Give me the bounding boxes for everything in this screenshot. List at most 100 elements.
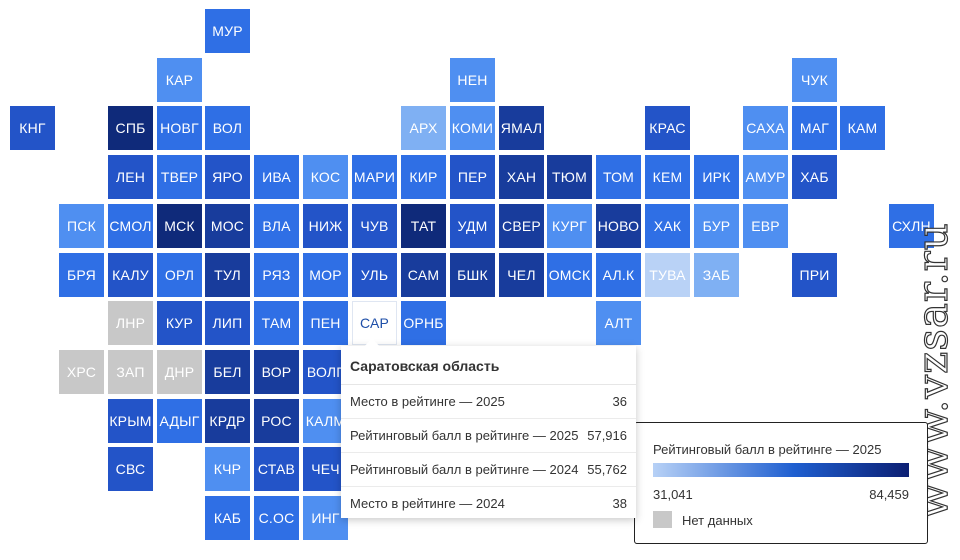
tooltip-row: Рейтинговый балл в рейтинге — 2024 55,76…: [341, 453, 636, 487]
region-tile[interactable]: БРЯ: [59, 253, 104, 297]
region-tile[interactable]: ХАБ: [792, 155, 837, 199]
region-tile[interactable]: СВС: [108, 447, 153, 491]
region-tile[interactable]: КУР: [157, 301, 202, 345]
region-tile[interactable]: БУР: [694, 204, 739, 248]
region-tile[interactable]: САР: [352, 301, 397, 345]
region-tile[interactable]: ТУВА: [645, 253, 690, 297]
region-tile[interactable]: СМОЛ: [108, 204, 153, 248]
tooltip-row-label: Рейтинговый балл в рейтинге — 2024: [350, 462, 579, 477]
tooltip-row-label: Рейтинговый балл в рейтинге — 2025: [350, 428, 579, 443]
region-tile[interactable]: ПЕР: [450, 155, 495, 199]
region-tile[interactable]: ТАТ: [401, 204, 446, 248]
region-tile[interactable]: СТАВ: [254, 447, 299, 491]
region-tile[interactable]: МАРИ: [352, 155, 397, 199]
region-tile[interactable]: ПЕН: [303, 301, 348, 345]
region-tile[interactable]: ИНГ: [303, 496, 348, 540]
region-tile[interactable]: УДМ: [450, 204, 495, 248]
region-tile[interactable]: БШК: [450, 253, 495, 297]
region-tile[interactable]: КИР: [401, 155, 446, 199]
region-tile[interactable]: КОС: [303, 155, 348, 199]
tooltip-pointer: [364, 338, 380, 347]
legend-max-value: 84,459: [869, 487, 909, 502]
region-tile[interactable]: АДЫГ: [157, 399, 202, 443]
region-tile[interactable]: КНГ: [10, 106, 55, 150]
region-tile[interactable]: АРХ: [401, 106, 446, 150]
region-tile[interactable]: ЛНР: [108, 301, 153, 345]
region-tile[interactable]: НОВО: [596, 204, 641, 248]
region-tile[interactable]: СХЛН: [889, 204, 934, 248]
tooltip-row-value: 55,762: [587, 462, 627, 477]
region-tile[interactable]: ВЛА: [254, 204, 299, 248]
region-tile[interactable]: ИВА: [254, 155, 299, 199]
region-tile[interactable]: РОС: [254, 399, 299, 443]
region-tile[interactable]: ТАМ: [254, 301, 299, 345]
region-tile[interactable]: КРАС: [645, 106, 690, 150]
region-tile[interactable]: ЧЕЧ: [303, 447, 348, 491]
region-tile[interactable]: ВОЛГ: [303, 350, 348, 394]
color-legend: Рейтинговый балл в рейтинге — 2025 31,04…: [634, 422, 928, 544]
region-tile[interactable]: ПРИ: [792, 253, 837, 297]
region-tile[interactable]: КАР: [157, 58, 202, 102]
tooltip-row-label: Место в рейтинге — 2024: [350, 496, 505, 511]
region-tile[interactable]: АЛТ: [596, 301, 641, 345]
region-tile[interactable]: ХАН: [499, 155, 544, 199]
region-tile[interactable]: ЧЕЛ: [499, 253, 544, 297]
region-tile[interactable]: МСК: [157, 204, 202, 248]
region-tile[interactable]: ЕВР: [743, 204, 788, 248]
region-tooltip: Саратовская область Место в рейтинге — 2…: [341, 346, 636, 518]
region-tile[interactable]: ЛИП: [205, 301, 250, 345]
region-tile[interactable]: ЧУВ: [352, 204, 397, 248]
region-tile[interactable]: МУР: [205, 9, 250, 53]
region-tile[interactable]: КАМ: [840, 106, 885, 150]
region-tile[interactable]: НЕН: [450, 58, 495, 102]
region-tile[interactable]: РЯЗ: [254, 253, 299, 297]
region-tile[interactable]: КАЛМ: [303, 399, 348, 443]
region-tile[interactable]: ЗАП: [108, 350, 153, 394]
region-tile[interactable]: АЛ.К: [596, 253, 641, 297]
region-tile[interactable]: ЛЕН: [108, 155, 153, 199]
region-tile[interactable]: ЧУК: [792, 58, 837, 102]
tooltip-row-value: 57,916: [587, 428, 627, 443]
region-tile[interactable]: ИРК: [694, 155, 739, 199]
region-tile[interactable]: КАЛУ: [108, 253, 153, 297]
region-tile[interactable]: ТВЕР: [157, 155, 202, 199]
region-tile[interactable]: ПСК: [59, 204, 104, 248]
region-tile[interactable]: СПБ: [108, 106, 153, 150]
region-tile[interactable]: ЯМАЛ: [499, 106, 544, 150]
region-tile[interactable]: КЕМ: [645, 155, 690, 199]
region-tile[interactable]: ДНР: [157, 350, 202, 394]
region-tile[interactable]: МОР: [303, 253, 348, 297]
region-tile[interactable]: ОМСК: [547, 253, 592, 297]
region-tile[interactable]: ХРС: [59, 350, 104, 394]
region-tile[interactable]: МАГ: [792, 106, 837, 150]
region-tile[interactable]: КАБ: [205, 496, 250, 540]
region-tile[interactable]: ТЮМ: [547, 155, 592, 199]
region-tile[interactable]: КРДР: [205, 399, 250, 443]
region-tile[interactable]: СВЕР: [499, 204, 544, 248]
region-tile[interactable]: НИЖ: [303, 204, 348, 248]
tooltip-row: Место в рейтинге — 2024 38: [341, 487, 636, 520]
region-tile[interactable]: ХАК: [645, 204, 690, 248]
region-tile[interactable]: ТОМ: [596, 155, 641, 199]
region-tile[interactable]: БЕЛ: [205, 350, 250, 394]
region-tile[interactable]: УЛЬ: [352, 253, 397, 297]
region-tile[interactable]: ВОР: [254, 350, 299, 394]
legend-gradient-bar: [653, 463, 909, 477]
region-tile[interactable]: МОС: [205, 204, 250, 248]
region-tile[interactable]: КУРГ: [547, 204, 592, 248]
region-tile[interactable]: САХА: [743, 106, 788, 150]
legend-min-value: 31,041: [653, 487, 693, 502]
region-tile[interactable]: КРЫМ: [108, 399, 153, 443]
region-tile[interactable]: НОВГ: [157, 106, 202, 150]
region-tile[interactable]: САМ: [401, 253, 446, 297]
region-tile[interactable]: ОРНБ: [401, 301, 446, 345]
region-tile[interactable]: С.ОС: [254, 496, 299, 540]
region-tile[interactable]: КОМИ: [450, 106, 495, 150]
region-tile[interactable]: ВОЛ: [205, 106, 250, 150]
region-tile[interactable]: ОРЛ: [157, 253, 202, 297]
region-tile[interactable]: ЗАБ: [694, 253, 739, 297]
region-tile[interactable]: ТУЛ: [205, 253, 250, 297]
region-tile[interactable]: ЯРО: [205, 155, 250, 199]
region-tile[interactable]: АМУР: [743, 155, 788, 199]
region-tile[interactable]: КЧР: [205, 447, 250, 491]
